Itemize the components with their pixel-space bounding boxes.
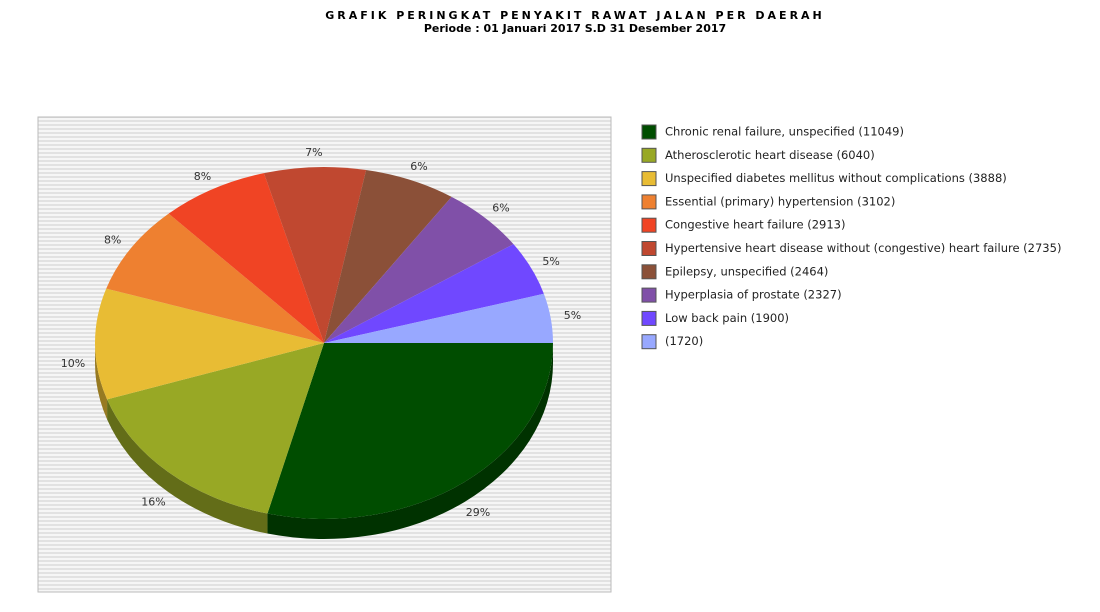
legend-swatch (641, 264, 657, 280)
pie-slice (107, 343, 324, 514)
pie-slice (324, 244, 544, 343)
chart-title: GRAFIK PERINGKAT PENYAKIT RAWAT JALAN PE… (325, 9, 825, 22)
legend-label: Hyperplasia of prostate (2327) (665, 288, 842, 302)
legend-label: Chronic renal failure, unspecified (1104… (665, 125, 904, 139)
pie-side (267, 343, 553, 539)
pie-side (107, 399, 268, 534)
value-label: 29% (466, 506, 490, 519)
legend-label: Low back pain (1900) (665, 311, 789, 325)
value-label: 10% (61, 357, 85, 370)
pie-slice (324, 196, 514, 343)
value-label: 6% (492, 201, 509, 214)
pie-slice (94, 288, 324, 400)
legend-swatch (641, 334, 657, 350)
legend: Chronic renal failure, unspecified (1104… (641, 124, 1061, 350)
value-label: 8% (194, 170, 211, 183)
pie-side (95, 343, 108, 420)
legend-label: Unspecified diabetes mellitus without co… (665, 171, 1007, 185)
value-label: 5% (542, 255, 559, 268)
value-label: 16% (141, 495, 165, 508)
pie-slice (106, 213, 324, 343)
legend-swatch (641, 124, 657, 140)
legend-swatch (641, 217, 657, 233)
chart-subtitle: Periode : 01 Januari 2017 S.D 31 Desembe… (424, 22, 726, 35)
value-label: 8% (104, 233, 121, 246)
pie: 29% 16% 10% 8% 8% 7% 6% 6% 5% 5% (61, 146, 581, 539)
pie-slice (267, 343, 553, 519)
pie-slice (168, 173, 324, 343)
legend-label: Essential (primary) hypertension (3102) (665, 194, 895, 208)
value-label: 5% (564, 309, 581, 322)
legend-swatch (641, 241, 657, 256)
legend-label: Hypertensive heart disease without (cong… (665, 241, 1061, 255)
legend-label: Epilepsy, unspecified (2464) (665, 264, 828, 278)
pie-slice (324, 293, 553, 343)
legend-label: (1720) (665, 334, 703, 348)
legend-label: Congestive heart failure (2913) (665, 218, 846, 232)
legend-swatch (641, 194, 657, 210)
legend-swatch (641, 171, 657, 187)
legend-swatch (641, 287, 657, 303)
value-label: 7% (305, 146, 322, 159)
value-label: 6% (410, 160, 427, 173)
legend-swatch (641, 147, 657, 163)
legend-swatch (641, 310, 657, 326)
pie-slice (263, 167, 367, 343)
pie-slice (324, 170, 452, 343)
legend-label: Atherosclerotic heart disease (6040) (665, 148, 875, 162)
